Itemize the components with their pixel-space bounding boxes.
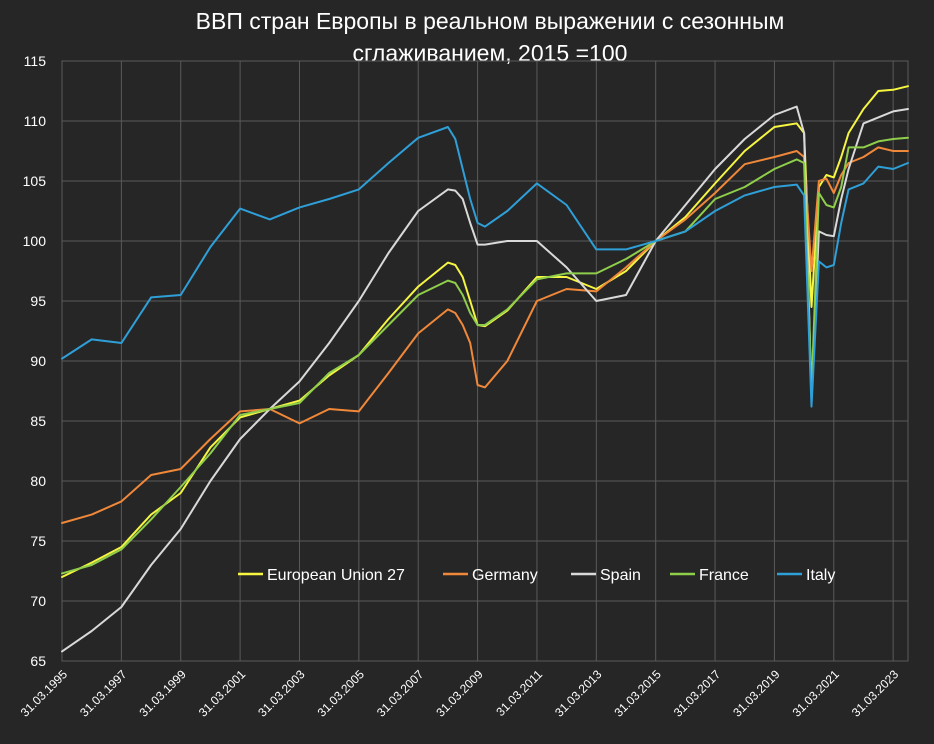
y-tick-label: 100: [23, 233, 47, 249]
legend: European Union 27 Germany Spain France Italy: [238, 567, 835, 584]
legend-label: Spain: [600, 567, 641, 584]
legend-label: European Union 27: [267, 567, 405, 584]
series-line-italy: [61, 126, 909, 408]
chart-title-line1: ВВП стран Европы в реальном выражении с …: [196, 8, 785, 34]
chart-title-line2: сглаживанием, 2015 =100: [353, 40, 628, 66]
y-tick-label: 80: [30, 473, 46, 489]
y-axis-ticks: 65 70 75 80 85 90 95 100 105 110 115: [23, 53, 47, 669]
y-tick-label: 85: [30, 413, 46, 429]
legend-label: Italy: [806, 567, 835, 584]
y-tick-label: 75: [30, 533, 46, 549]
plot-frame: [61, 60, 909, 662]
grid: [61, 60, 909, 662]
series-line-germany: [61, 146, 909, 524]
y-tick-label: 90: [30, 353, 46, 369]
legend-label: France: [699, 567, 749, 584]
y-tick-label: 115: [24, 53, 47, 69]
y-tick-label: 95: [30, 293, 46, 309]
series-lines: [61, 85, 909, 653]
y-tick-label: 70: [30, 593, 46, 609]
y-tick-label: 65: [30, 653, 46, 669]
y-tick-label: 105: [23, 173, 47, 189]
y-tick-label: 110: [24, 113, 47, 129]
series-line-france: [61, 136, 909, 575]
legend-label: Germany: [472, 567, 538, 584]
series-line-spain: [61, 105, 909, 653]
